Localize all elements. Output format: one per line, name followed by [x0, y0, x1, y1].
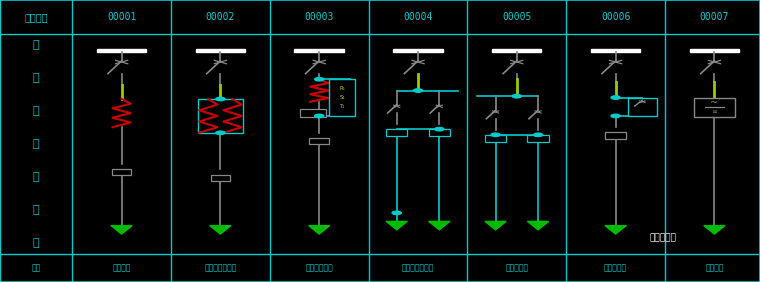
Text: 自耦降压启动: 自耦降压启动: [306, 263, 333, 272]
Text: 00003: 00003: [305, 12, 334, 22]
Bar: [328, 79, 355, 116]
Bar: [294, 49, 344, 52]
Bar: [211, 175, 230, 181]
Text: 路: 路: [33, 172, 40, 182]
Circle shape: [315, 114, 324, 118]
Bar: [591, 49, 640, 52]
Text: 电气设计圈: 电气设计圈: [650, 234, 676, 243]
Text: 正反转直接启动: 正反转直接启动: [204, 263, 236, 272]
Bar: [693, 98, 736, 117]
Text: 变频控制: 变频控制: [705, 263, 724, 272]
Polygon shape: [527, 221, 549, 230]
Text: R₁: R₁: [339, 86, 345, 91]
Polygon shape: [111, 226, 132, 234]
Text: 方案编号: 方案编号: [24, 12, 48, 22]
Text: 直接启动: 直接启动: [112, 263, 131, 272]
Text: 00002: 00002: [206, 12, 235, 22]
Text: 主: 主: [33, 106, 40, 116]
Circle shape: [413, 89, 423, 92]
Text: 方: 方: [33, 205, 40, 215]
Bar: [485, 135, 506, 142]
Text: 00004: 00004: [404, 12, 432, 22]
Text: ∞: ∞: [711, 109, 717, 115]
Bar: [492, 49, 541, 52]
Polygon shape: [704, 226, 725, 234]
Text: 案: 案: [33, 237, 40, 248]
Text: 次: 次: [33, 73, 40, 83]
Bar: [429, 129, 450, 136]
Text: T₁: T₁: [339, 104, 345, 109]
Bar: [628, 98, 657, 116]
Text: 00005: 00005: [502, 12, 531, 22]
Circle shape: [611, 114, 620, 118]
Bar: [97, 49, 146, 52]
Bar: [112, 169, 131, 175]
Circle shape: [534, 133, 543, 136]
Polygon shape: [210, 226, 231, 234]
Bar: [605, 132, 626, 139]
Polygon shape: [605, 226, 626, 234]
Text: 一: 一: [33, 40, 40, 50]
Bar: [689, 49, 739, 52]
Text: 用途: 用途: [31, 263, 41, 272]
Polygon shape: [485, 221, 506, 230]
Circle shape: [216, 131, 225, 135]
Bar: [394, 49, 442, 52]
Circle shape: [315, 78, 324, 81]
Circle shape: [392, 211, 401, 215]
Bar: [309, 138, 329, 144]
Text: 星三角降压启动: 星三角降压启动: [402, 263, 434, 272]
Bar: [198, 99, 243, 133]
Text: 软启动控制: 软启动控制: [604, 263, 627, 272]
Circle shape: [611, 96, 620, 99]
Text: S₁: S₁: [339, 95, 345, 100]
Bar: [386, 129, 407, 136]
Polygon shape: [429, 221, 450, 230]
Bar: [299, 109, 327, 117]
Polygon shape: [309, 226, 330, 234]
Text: 00007: 00007: [700, 12, 729, 22]
Text: 级联级启动: 级联级启动: [505, 263, 528, 272]
Bar: [196, 49, 245, 52]
Bar: [527, 135, 549, 142]
Text: 回: 回: [33, 139, 40, 149]
Circle shape: [491, 133, 500, 136]
Circle shape: [435, 127, 444, 131]
Circle shape: [512, 94, 521, 98]
Polygon shape: [386, 221, 407, 230]
Circle shape: [216, 97, 225, 101]
Text: ~: ~: [711, 98, 718, 108]
Text: 00006: 00006: [601, 12, 630, 22]
Text: 00001: 00001: [107, 12, 136, 22]
